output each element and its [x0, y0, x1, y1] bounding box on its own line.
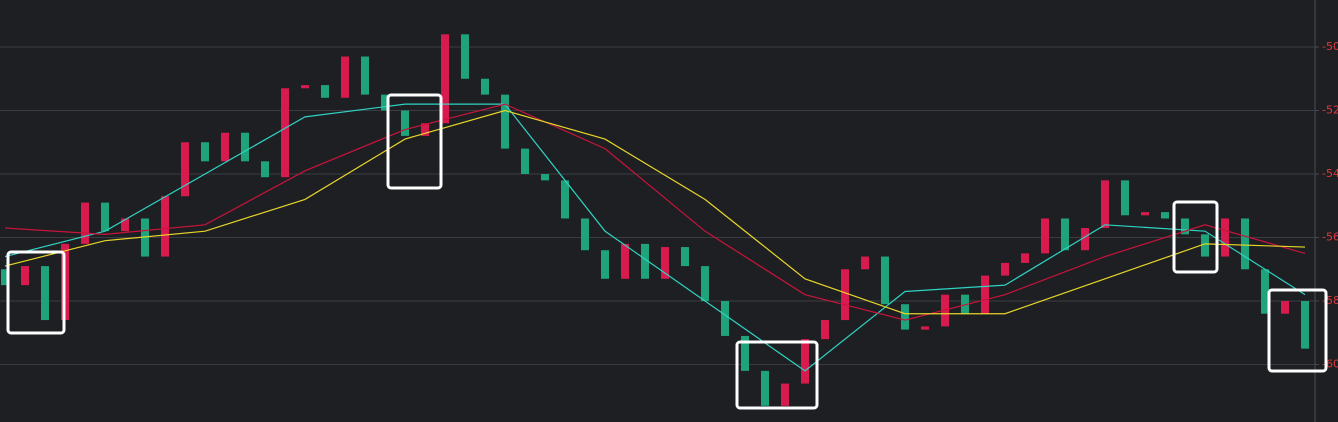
candle — [481, 78, 489, 95]
candle — [1041, 218, 1049, 254]
candle — [821, 320, 829, 340]
candle — [561, 180, 569, 219]
candle — [1221, 218, 1229, 257]
candle — [681, 247, 689, 267]
candle — [1161, 212, 1169, 219]
candle — [581, 218, 589, 251]
candle — [221, 132, 229, 162]
candle — [1241, 218, 1249, 270]
candle — [661, 247, 669, 279]
highlight-box — [1172, 200, 1219, 274]
candle — [981, 275, 989, 314]
candle — [841, 269, 849, 321]
candle — [21, 266, 29, 286]
candle — [41, 266, 49, 321]
candle — [881, 256, 889, 305]
candle — [101, 202, 109, 232]
candle — [601, 250, 609, 279]
y-tick-label: -50 — [1322, 40, 1338, 53]
candle — [261, 161, 269, 178]
candle — [801, 339, 809, 384]
candle — [441, 34, 449, 124]
candle — [741, 335, 749, 371]
candle — [761, 370, 769, 406]
y-tick-label: -58 — [1322, 294, 1338, 307]
candle — [861, 256, 869, 270]
candle — [181, 142, 189, 197]
candle — [81, 202, 89, 244]
candle — [901, 304, 909, 330]
plot — [1, 34, 1309, 406]
candle — [961, 294, 969, 314]
candle — [301, 85, 309, 89]
candle — [321, 85, 329, 98]
candle — [941, 294, 949, 327]
highlight-box — [735, 340, 819, 410]
grid: -50 -52 -54 -56 -58 -60 — [0, 40, 1338, 371]
candle — [161, 196, 169, 257]
candle — [541, 174, 549, 181]
candle — [501, 94, 509, 149]
candle — [141, 218, 149, 257]
candle — [1281, 301, 1289, 314]
candle — [1001, 262, 1009, 276]
highlight-box — [6, 250, 66, 335]
candle — [361, 56, 369, 95]
candle — [461, 34, 469, 79]
y-tick-label: -56 — [1322, 231, 1338, 244]
candle — [1101, 180, 1109, 228]
candle — [721, 301, 729, 336]
candle — [1081, 227, 1089, 251]
candle — [1, 269, 9, 286]
y-tick-label: -60 — [1322, 358, 1338, 371]
candle — [641, 243, 649, 279]
candle — [1061, 218, 1069, 251]
candle — [1021, 253, 1029, 263]
y-tick-label: -52 — [1322, 104, 1338, 117]
candle — [921, 326, 929, 330]
highlight-box — [1267, 288, 1328, 373]
candle — [621, 243, 629, 279]
highlight-boxes — [6, 93, 1328, 410]
candle — [121, 218, 129, 232]
y-tick-label: -54 — [1322, 167, 1338, 180]
candle — [201, 142, 209, 162]
candle — [401, 110, 409, 136]
candle — [1141, 212, 1149, 216]
candle — [1121, 180, 1129, 216]
candle — [1201, 234, 1209, 257]
candle — [781, 383, 789, 406]
candle — [701, 266, 709, 302]
candle — [241, 132, 249, 162]
moving-average-line — [4, 103, 1306, 372]
candle — [1301, 301, 1309, 349]
candle — [1181, 218, 1189, 235]
candle — [421, 123, 429, 136]
candle — [281, 88, 289, 178]
moving-average-line — [4, 103, 1306, 321]
moving-average-line — [4, 109, 1306, 315]
candle — [521, 148, 529, 175]
candle — [381, 94, 389, 111]
candle — [341, 56, 349, 98]
highlight-box — [386, 93, 443, 190]
candle — [1261, 269, 1269, 314]
